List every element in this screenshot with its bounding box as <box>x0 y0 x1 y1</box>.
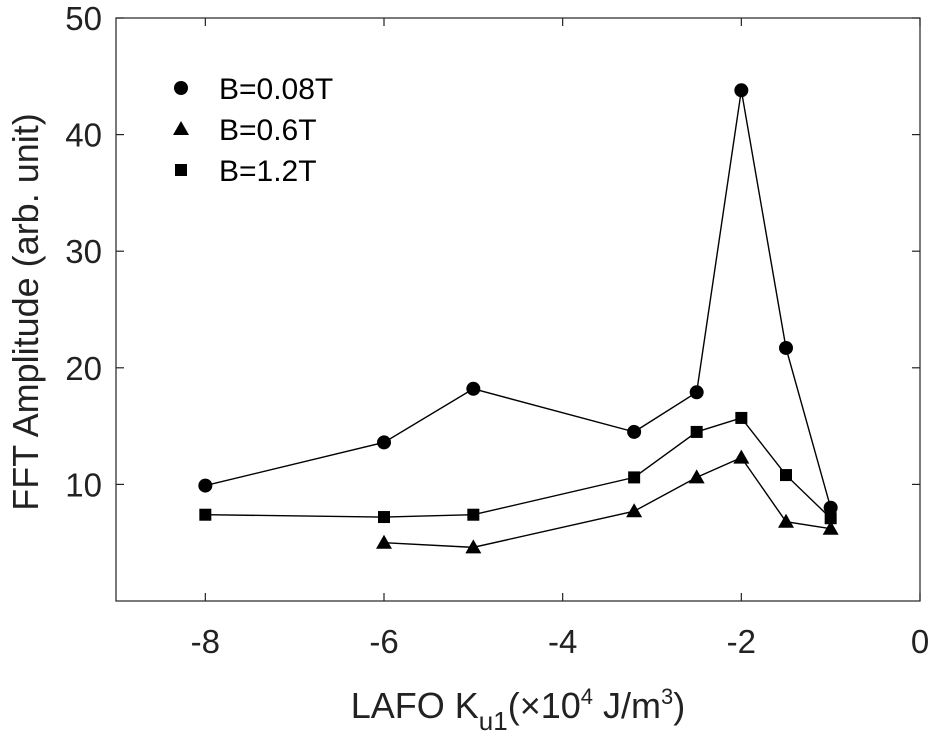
data-point-square <box>690 425 703 438</box>
x-axis-title-post: ) <box>673 685 685 726</box>
x-tick-labels: -8 -6 -4 -2 0 <box>191 623 930 660</box>
data-point-square <box>378 511 390 524</box>
legend-label: B=0.08T <box>219 73 333 106</box>
x-tick-label: -4 <box>548 623 577 660</box>
x-axis-title-exp: 4 <box>581 684 593 709</box>
data-point-triangle <box>778 513 794 528</box>
data-point-triangle <box>465 539 482 554</box>
y-tick-labels: 10 20 30 40 50 <box>65 0 102 503</box>
data-point-circle <box>466 381 481 396</box>
data-point-square <box>199 508 212 521</box>
data-point-circle <box>823 500 838 515</box>
data-point-circle <box>779 340 793 355</box>
series-line-circle <box>205 90 832 508</box>
data-point-circle <box>377 435 391 450</box>
x-axis-title-exp2: 3 <box>661 684 673 709</box>
data-point-triangle <box>822 520 839 535</box>
x-axis-title-mid: J/m <box>593 685 661 726</box>
data-point-triangle <box>733 449 750 464</box>
data-point-square <box>735 411 748 424</box>
data-point-square <box>467 508 480 521</box>
y-tick-label: 30 <box>65 233 102 270</box>
data-point-circle <box>627 424 642 439</box>
x-axis-title: LAFO Ku1(×104 J/m3) <box>351 684 686 736</box>
data-point-circle <box>198 478 213 493</box>
x-axis-title-pre: (×10 <box>508 685 581 726</box>
series-line-triangle <box>383 456 831 549</box>
legend: B=0.08T B=0.6T B=1.2T <box>173 73 333 188</box>
tick-group <box>116 17 921 601</box>
x-tick-label: -6 <box>369 623 398 660</box>
legend-marker-triangle <box>173 121 189 135</box>
data-point-triangle <box>376 534 392 549</box>
x-tick-label: -2 <box>727 623 756 660</box>
legend-marker-circle <box>174 81 188 95</box>
x-axis-title-base: LAFO K <box>351 685 479 726</box>
legend-marker-square <box>175 164 187 176</box>
plot-frame <box>115 17 921 602</box>
data-point-square <box>780 469 792 482</box>
legend-label: B=0.6T <box>219 114 317 147</box>
y-axis-title: FFT Amplitude (arb. unit) <box>5 113 46 510</box>
data-point-square <box>628 471 641 484</box>
y-tick-label: 20 <box>65 350 102 387</box>
y-tick-label: 50 <box>65 0 102 37</box>
data-point-square <box>824 512 837 525</box>
y-tick-label: 10 <box>65 466 102 503</box>
series-line-square <box>205 417 832 519</box>
data-point-circle <box>689 385 704 400</box>
x-tick-label: 0 <box>911 623 929 660</box>
x-axis-title-sub: u1 <box>479 706 508 736</box>
data-point-circle <box>734 83 749 98</box>
data-point-triangle <box>626 503 643 518</box>
x-tick-label: -8 <box>191 623 220 660</box>
data-point-triangle <box>688 469 705 484</box>
series-markers <box>198 83 839 554</box>
y-tick-label: 40 <box>65 117 102 154</box>
legend-label: B=1.2T <box>219 155 317 188</box>
